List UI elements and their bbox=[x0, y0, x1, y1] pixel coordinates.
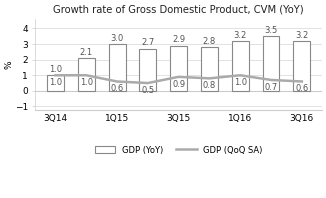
Legend: GDP (YoY), GDP (QoQ SA): GDP (YoY), GDP (QoQ SA) bbox=[91, 142, 266, 158]
Bar bbox=[78, 58, 95, 91]
Text: 3.0: 3.0 bbox=[111, 34, 124, 43]
Bar bbox=[201, 47, 218, 91]
Text: 0.6: 0.6 bbox=[295, 84, 308, 93]
Text: 0.9: 0.9 bbox=[172, 80, 185, 89]
Bar bbox=[262, 36, 279, 91]
Text: 0.5: 0.5 bbox=[141, 86, 155, 95]
Text: 2.7: 2.7 bbox=[141, 38, 155, 48]
Bar bbox=[47, 75, 64, 91]
Text: 1.0: 1.0 bbox=[49, 65, 62, 74]
Text: 0.8: 0.8 bbox=[203, 81, 216, 90]
Bar bbox=[109, 44, 126, 91]
Text: 2.8: 2.8 bbox=[203, 37, 216, 46]
Text: 3.5: 3.5 bbox=[264, 26, 278, 35]
Y-axis label: %: % bbox=[4, 60, 13, 69]
Title: Growth rate of Gross Domestic Product, CVM (YoY): Growth rate of Gross Domestic Product, C… bbox=[53, 4, 304, 14]
Text: 0.7: 0.7 bbox=[264, 83, 278, 92]
Bar bbox=[232, 41, 249, 91]
Text: 3.2: 3.2 bbox=[295, 31, 308, 40]
Text: 2.9: 2.9 bbox=[172, 35, 185, 44]
Bar bbox=[170, 46, 187, 91]
Text: 2.1: 2.1 bbox=[80, 48, 93, 57]
Text: 3.2: 3.2 bbox=[234, 31, 247, 40]
Text: 1.0: 1.0 bbox=[80, 78, 93, 87]
Bar bbox=[293, 41, 310, 91]
Bar bbox=[140, 49, 156, 91]
Text: 1.0: 1.0 bbox=[234, 78, 247, 87]
Text: 0.6: 0.6 bbox=[111, 84, 124, 93]
Text: 1.0: 1.0 bbox=[49, 78, 62, 87]
